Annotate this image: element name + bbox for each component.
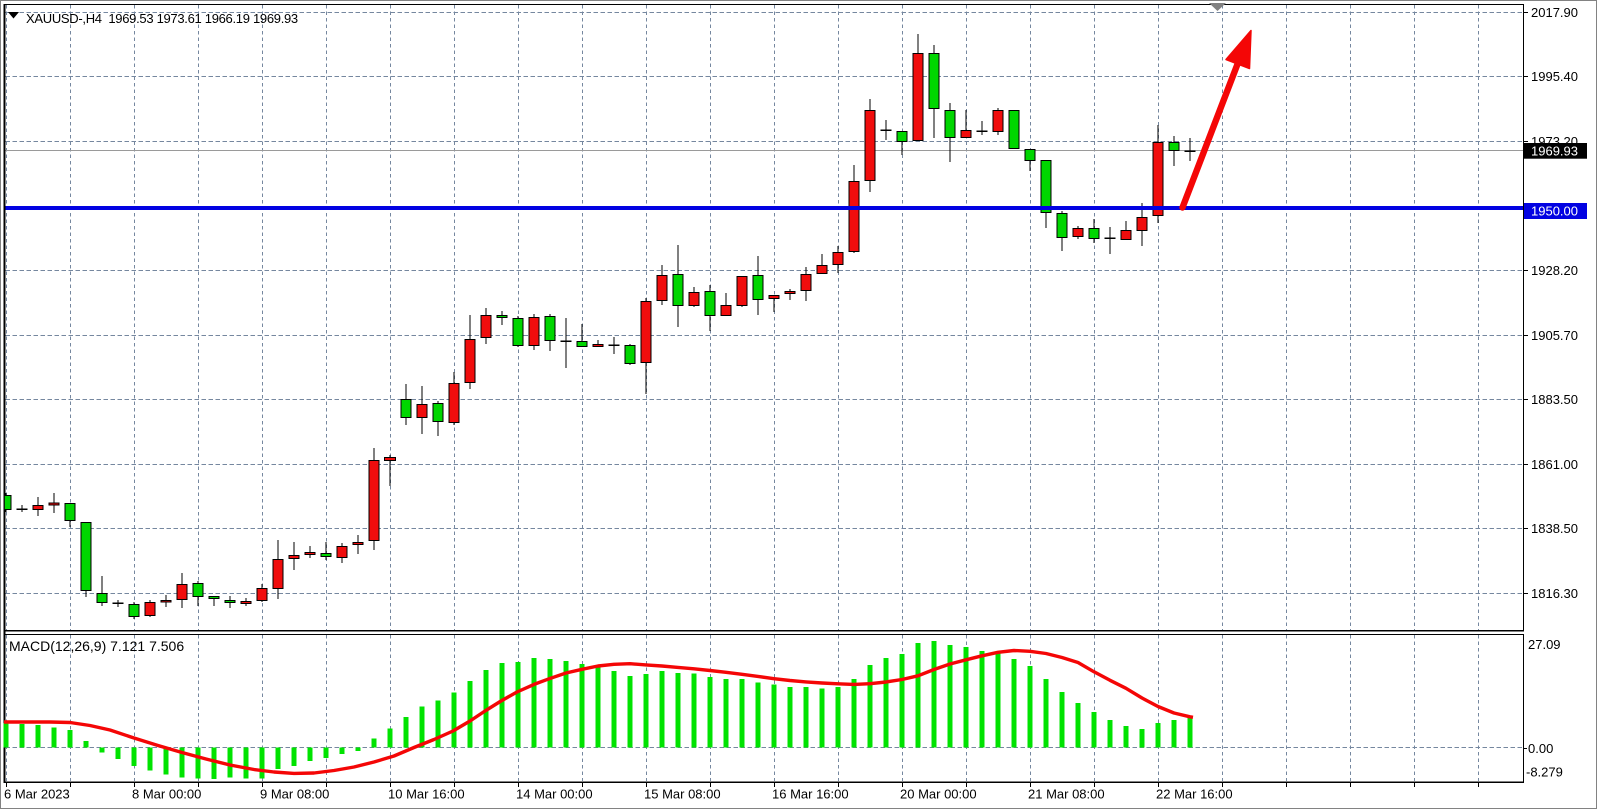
svg-text:20 Mar 00:00: 20 Mar 00:00 (900, 787, 977, 802)
svg-text:XAUUSD-,H4 1969.53 1973.61 19: XAUUSD-,H4 1969.53 1973.61 1966.19 1969.… (26, 11, 298, 26)
svg-text:MACD(12,26,9) 7.121 7.506: MACD(12,26,9) 7.121 7.506 (9, 638, 184, 654)
svg-text:22 Mar 16:00: 22 Mar 16:00 (1156, 787, 1233, 802)
svg-text:1883.50: 1883.50 (1531, 392, 1578, 407)
svg-text:1928.20: 1928.20 (1531, 263, 1578, 278)
svg-text:1861.00: 1861.00 (1531, 457, 1578, 472)
svg-text:1969.93: 1969.93 (1531, 144, 1578, 159)
svg-text:27.09: 27.09 (1528, 637, 1561, 652)
svg-text:-8.279: -8.279 (1526, 765, 1563, 780)
svg-text:10 Mar 16:00: 10 Mar 16:00 (388, 787, 465, 802)
svg-text:21 Mar 08:00: 21 Mar 08:00 (1028, 787, 1105, 802)
svg-text:1905.70: 1905.70 (1531, 328, 1578, 343)
svg-text:1816.30: 1816.30 (1531, 586, 1578, 601)
svg-text:0.00: 0.00 (1528, 741, 1553, 756)
svg-text:2017.90: 2017.90 (1531, 5, 1578, 20)
svg-text:1950.00: 1950.00 (1531, 204, 1578, 219)
svg-text:6 Mar 2023: 6 Mar 2023 (4, 787, 70, 802)
svg-text:15 Mar 08:00: 15 Mar 08:00 (644, 787, 721, 802)
svg-text:1838.50: 1838.50 (1531, 521, 1578, 536)
svg-text:16 Mar 16:00: 16 Mar 16:00 (772, 787, 849, 802)
svg-text:9 Mar 08:00: 9 Mar 08:00 (260, 787, 329, 802)
svg-text:8 Mar 00:00: 8 Mar 00:00 (132, 787, 201, 802)
svg-text:14 Mar 00:00: 14 Mar 00:00 (516, 787, 593, 802)
svg-text:1995.40: 1995.40 (1531, 69, 1578, 84)
